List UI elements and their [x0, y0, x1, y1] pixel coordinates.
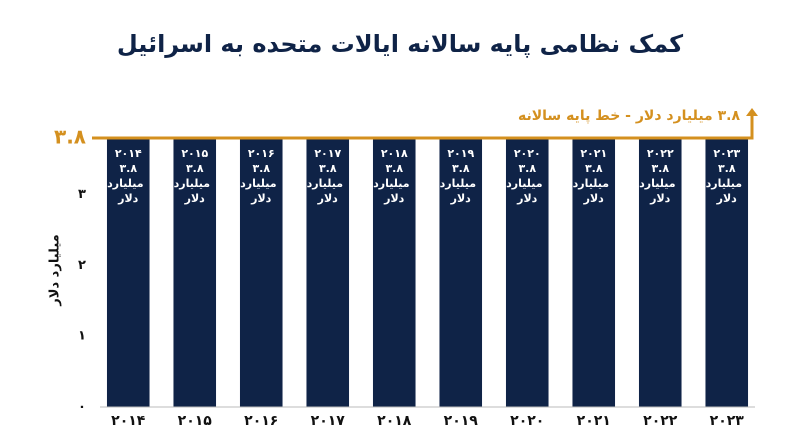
bar-label-box: ۲۰۱۴ ۳.۸ میلیارد دلار — [107, 146, 150, 206]
bar-year: ۲۰۲۰ — [513, 147, 541, 160]
bar-year: ۲۰۲۱ — [580, 147, 608, 160]
x-tick-label: ۲۰۱۵ — [178, 413, 213, 429]
value-label: ۳.۸ میلیارد دلار — [572, 162, 610, 205]
bar-label: ۲۰۱۹ ۳.۸ میلیارد دلار — [439, 146, 482, 206]
bar-year: ۲۰۱۴ — [114, 147, 142, 160]
x-tick-label: ۲۰۱۷ — [311, 413, 346, 429]
bar — [505, 138, 549, 407]
bar — [439, 138, 483, 407]
x-tick-label: ۲۰۱۸ — [377, 413, 412, 429]
bar-label-box: ۲۰۱۵ ۳.۸ میلیارد دلار — [173, 146, 216, 206]
bar-label: ۲۰۱۶ ۳.۸ میلیارد دلار — [240, 146, 283, 206]
bar-label: ۲۰۲۰ ۳.۸ میلیارد دلار — [506, 146, 549, 206]
bar-label-box: ۲۰۱۸ ۳.۸ میلیارد دلار — [373, 146, 416, 206]
x-tick-label: ۲۰۲۰ — [510, 413, 544, 429]
value-label: ۳.۸ میلیارد دلار — [705, 162, 743, 205]
bar-label: ۲۰۲۳ ۳.۸ میلیارد دلار — [705, 146, 748, 206]
x-tick-label: ۲۰۱۶ — [244, 413, 278, 429]
bar-label-box: ۲۰۲۰ ۳.۸ میلیارد دلار — [506, 146, 549, 206]
bar-label: ۲۰۱۸ ۳.۸ میلیارد دلار — [373, 146, 416, 206]
x-tick-label: ۲۰۲۲ — [643, 413, 678, 429]
bar — [306, 138, 350, 407]
bar-year: ۲۰۱۹ — [447, 147, 475, 160]
bar-label-box: ۲۰۱۹ ۳.۸ میلیارد دلار — [439, 146, 482, 206]
value-label: ۳.۸ میلیارد دلار — [306, 162, 344, 205]
bar — [638, 138, 682, 407]
bar-year: ۲۰۲۳ — [713, 147, 741, 160]
value-label: ۳.۸ میلیارد دلار — [173, 162, 211, 205]
reference-arrow-head — [746, 108, 758, 116]
bar-label-box: ۲۰۱۷ ۳.۸ میلیارد دلار — [306, 146, 349, 206]
bar-year: ۲۰۱۶ — [247, 147, 275, 160]
bar-label: ۲۰۱۴ ۳.۸ میلیارد دلار — [107, 146, 150, 206]
y-tick-label: ۲ — [78, 258, 86, 273]
value-label: ۳.۸ میلیارد دلار — [506, 162, 543, 205]
bar-label-box: ۲۰۲۳ ۳.۸ میلیارد دلار — [705, 146, 748, 206]
bar-label: ۲۰۱۵ ۳.۸ میلیارد دلار — [173, 146, 216, 206]
bar-label-box: ۲۰۲۲ ۳.۸ میلیارد دلار — [639, 146, 682, 206]
y-tick-label: ۱ — [78, 329, 86, 344]
bar — [106, 138, 150, 407]
y-tick-label: ۰ — [78, 400, 86, 415]
y-axis-label: میلیارد دلار — [48, 234, 63, 306]
x-tick-label: ۲۰۱۴ — [111, 413, 146, 429]
chart-title: کمک نظامی پایه سالانه ایالات متحده به اس… — [117, 30, 683, 58]
x-tick-label: ۲۰۱۹ — [444, 413, 479, 429]
y-tick-label: ۳ — [78, 187, 86, 202]
bar — [572, 138, 616, 407]
bar-year: ۲۰۲۲ — [646, 147, 674, 160]
bar-label-box: ۲۰۱۶ ۳.۸ میلیارد دلار — [240, 146, 283, 206]
x-tick-label: ۲۰۲۱ — [577, 413, 611, 429]
bar — [372, 138, 416, 407]
x-tick-label: ۲۰۲۳ — [710, 413, 745, 429]
value-label: ۳.۸ میلیارد دلار — [439, 162, 477, 205]
bar — [705, 138, 749, 407]
bar-label: ۲۰۱۷ ۳.۸ میلیارد دلار — [306, 146, 349, 206]
bar — [239, 138, 283, 407]
bar — [173, 138, 217, 407]
reference-label: ۳.۸ — [54, 125, 86, 149]
value-label: ۳.۸ میلیارد دلار — [373, 162, 410, 205]
bar-label: ۲۰۲۱ ۳.۸ میلیارد دلار — [572, 146, 615, 206]
bar-year: ۲۰۱۷ — [314, 147, 342, 160]
value-label: ۳.۸ میلیارد دلار — [107, 162, 144, 205]
bar-label-box: ۲۰۲۱ ۳.۸ میلیارد دلار — [572, 146, 615, 206]
bar-label: ۲۰۲۲ ۳.۸ میلیارد دلار — [639, 146, 682, 206]
bar-year: ۲۰۱۸ — [380, 147, 408, 160]
value-label: ۳.۸ میلیارد دلار — [240, 162, 277, 205]
reference-text: ۳.۸ میلیارد دلار - خط پایه سالانه — [518, 108, 740, 124]
value-label: ۳.۸ میلیارد دلار — [639, 162, 676, 205]
bar-year: ۲۰۱۵ — [181, 147, 209, 160]
